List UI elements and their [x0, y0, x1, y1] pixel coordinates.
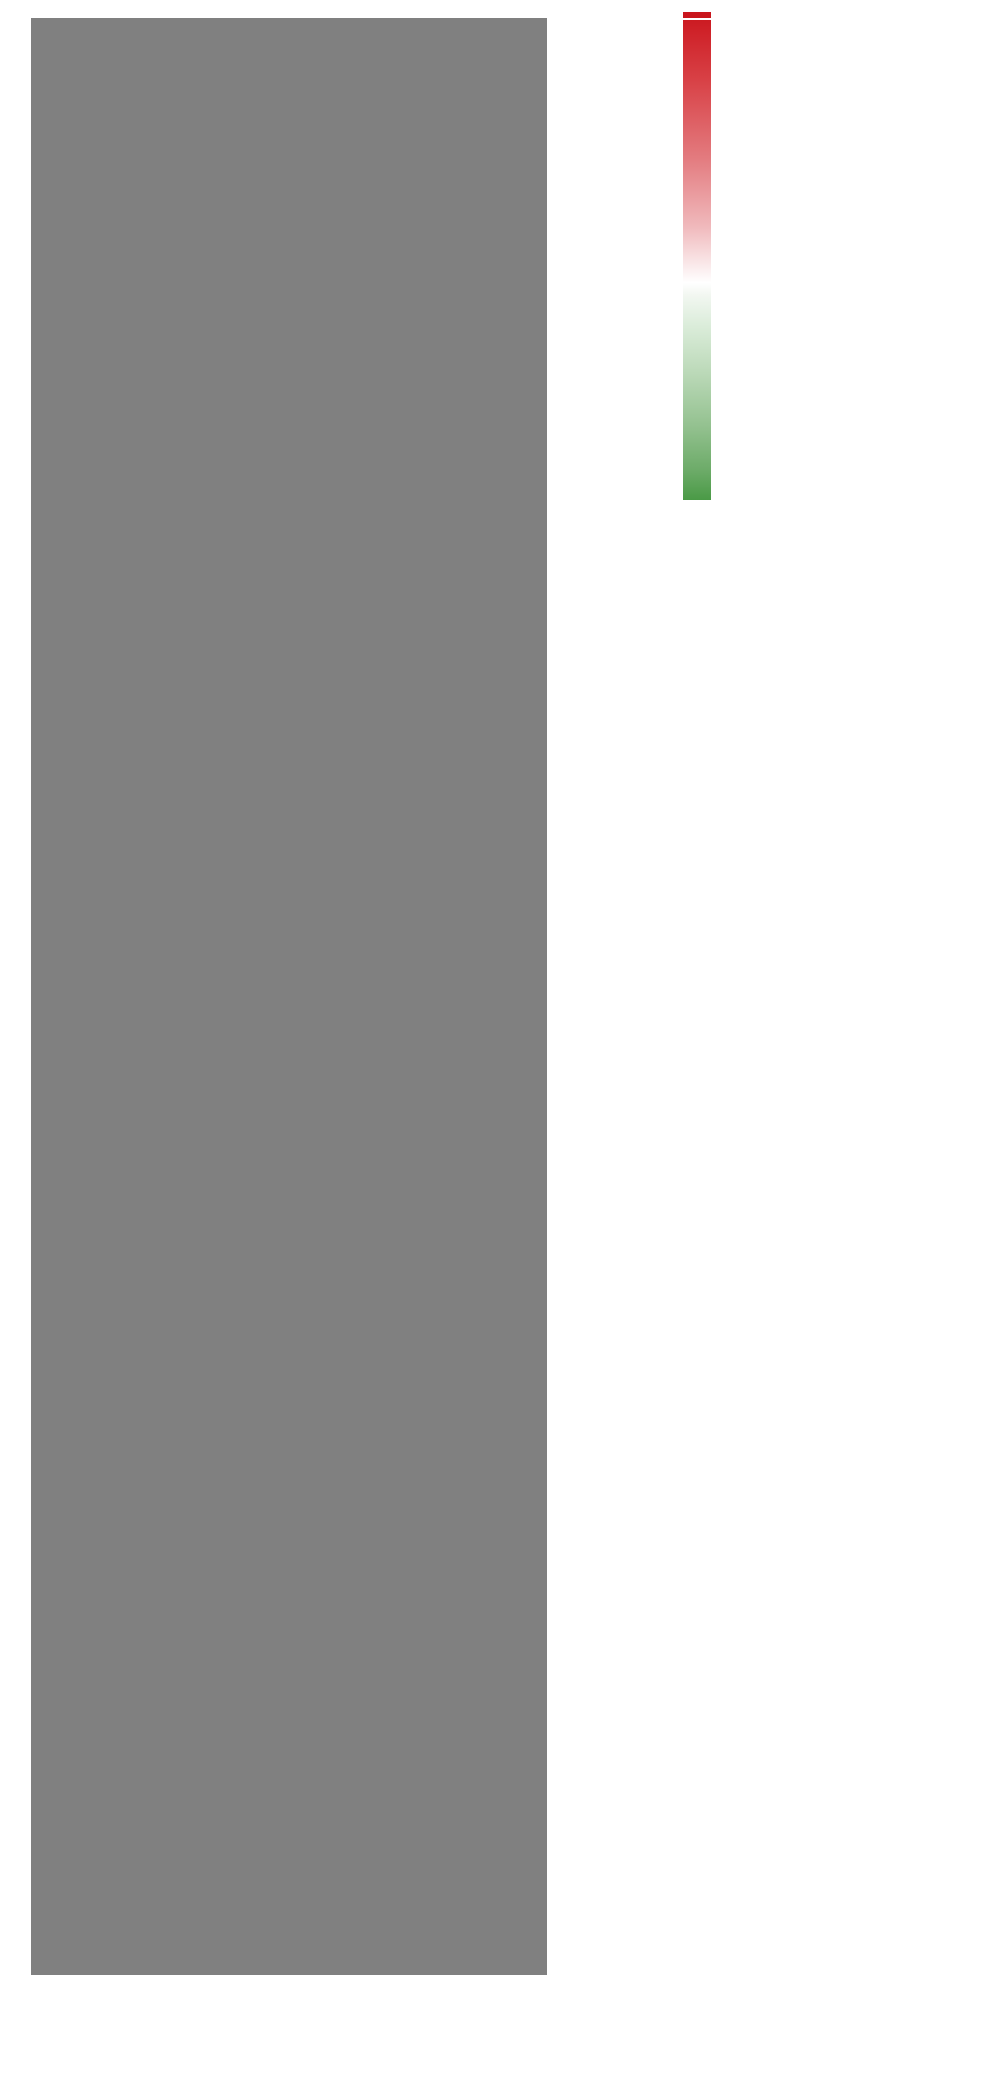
colorbar-cap-divider — [683, 18, 711, 20]
colorbar-gradient — [683, 12, 711, 500]
heatmap-grid — [31, 18, 547, 1975]
heatmap-panel[interactable] — [31, 18, 547, 1975]
colorbar-overflow-cap — [683, 12, 711, 18]
colorbar[interactable] — [683, 12, 883, 512]
x-axis-tick-labels — [31, 1978, 547, 2088]
